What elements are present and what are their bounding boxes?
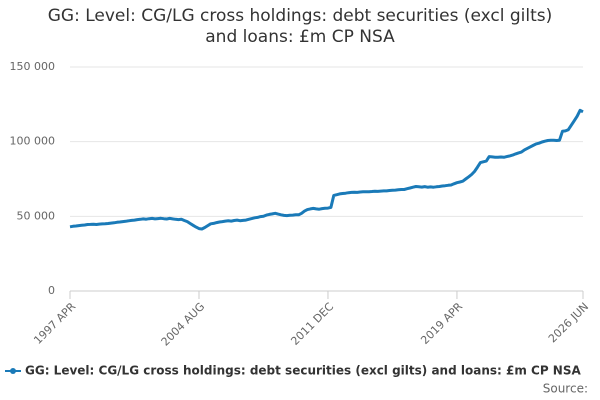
data-line [69,108,584,231]
x-tick-label: 2011 DEC [288,300,336,348]
y-tick-label: 50 000 [17,209,56,222]
x-tick-label: 2004 AUG [159,300,208,349]
x-tick-label: 2026 JUN [546,300,591,345]
legend-label: GG: Level: CG/LG cross holdings: debt se… [25,364,581,378]
x-tick-label: 1997 APR [31,300,78,347]
legend-marker [10,368,16,374]
y-tick-label: 0 [48,284,55,297]
chart-title: GG: Level: CG/LG cross holdings: debt se… [47,6,553,47]
y-tick-label: 150 000 [10,60,56,73]
y-tick-label: 100 000 [10,135,56,148]
x-tick-label: 2019 APR [418,300,465,347]
source: Source: [543,382,588,396]
